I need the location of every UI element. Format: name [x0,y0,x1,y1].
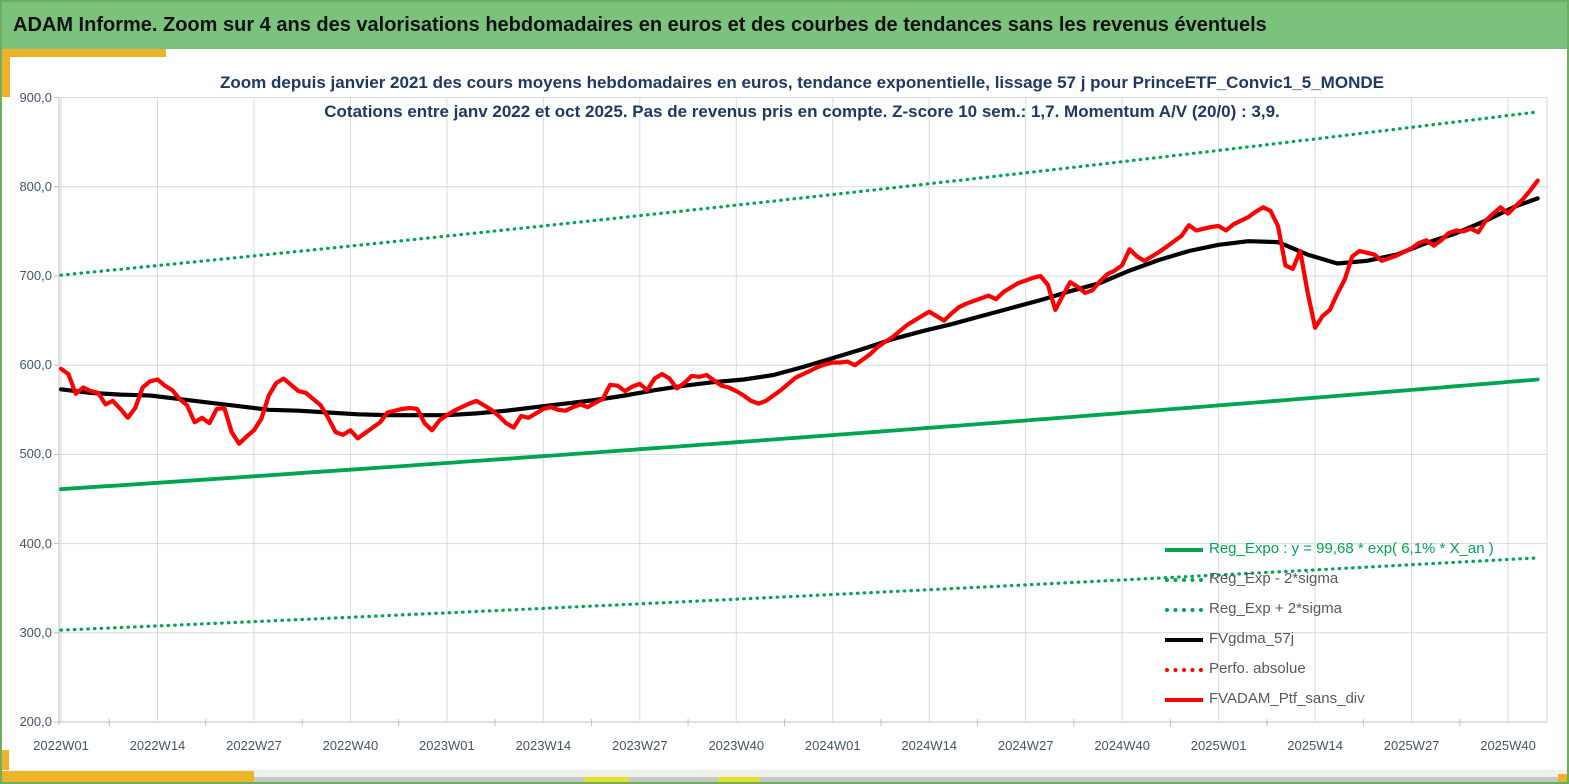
x-tick-label: 2025W40 [1480,738,1536,753]
x-tick-label: 2024W01 [804,738,861,753]
x-tick-label: 2022W14 [129,738,186,753]
y-tick-label: 700,0 [19,268,52,283]
bottom-yellow-dash-2 [718,777,760,782]
legend: Reg_Expo : y = 99,68 * exp( 6,1% * X_an … [1163,535,1558,715]
chart-title-line2: Cotations entre janv 2022 et oct 2025. P… [324,102,1280,121]
legend-line-sample-icon [1165,698,1203,702]
legend-line-sample-icon [1165,548,1203,552]
legend-line-sample-icon [1165,608,1203,612]
x-tick-label: 2022W01 [33,738,89,753]
legend-item[interactable]: Reg_Expo : y = 99,68 * exp( 6,1% * X_an … [1163,535,1558,565]
chart-title-line1: Zoom depuis janvier 2021 des cours moyen… [220,73,1384,92]
x-tick-label: 2025W14 [1287,738,1343,753]
legend-item-label: Perfo. absolue [1209,660,1306,677]
accent-bar-top-left [2,49,166,57]
x-tick-label: 2022W27 [226,738,282,753]
legend-line-sample-icon [1165,638,1203,642]
report-header: ADAM Informe. Zoom sur 4 ans des valoris… [2,2,1567,49]
legend-item[interactable]: Reg_Exp + 2*sigma [1163,595,1558,625]
accent-bottom-right-sliver [1558,774,1567,782]
legend-item-label: Reg_Exp - 2*sigma [1209,570,1339,587]
y-tick-label: 600,0 [19,357,52,373]
series-reg-expo[interactable] [59,377,1540,492]
x-tick-label: 2023W14 [515,738,572,753]
y-tick-label: 300,0 [19,624,52,640]
legend-item-label: Reg_Expo : y = 99,68 * exp( 6,1% * X_an … [1209,540,1494,557]
x-tick-label: 2022W40 [322,738,379,753]
x-tick-label: 2025W01 [1190,738,1247,753]
legend-item[interactable]: Perfo. absolue [1163,655,1558,685]
bottom-gray-strip [2,777,1567,782]
accent-bar-bottom-left-sliver [2,750,9,782]
series-reg-exp-2-sigma[interactable] [59,110,1540,277]
y-tick-label: 900,0 [19,89,52,105]
y-tick-label: 500,0 [19,446,52,462]
x-tick-label: 2024W40 [1094,738,1150,753]
x-tick-label: 2025W27 [1383,738,1440,753]
legend-line-sample-icon [1165,668,1203,672]
series-reg-exp-2-sigma[interactable] [59,556,1540,632]
x-tick-label: 2024W27 [997,738,1054,753]
series-fvgdma-57j[interactable] [58,196,1540,418]
legend-item-label: FVgdma_57j [1209,630,1295,647]
x-tick-label: 2024W14 [901,738,958,753]
legend-item-label: FVADAM_Ptf_sans_div [1209,690,1365,707]
y-tick-label: 200,0 [19,714,52,729]
legend-item[interactable]: FVADAM_Ptf_sans_div [1163,685,1558,715]
series-fvadam-ptf-sans-div[interactable] [58,178,1540,446]
y-tick-label: 400,0 [19,535,52,551]
bottom-light-strip [2,770,1567,777]
y-tick-label: 800,0 [19,178,52,194]
bottom-yellow-dash-1 [584,777,629,782]
series-perfo-absolue[interactable] [59,179,1540,446]
x-tick-label: 2023W27 [611,738,668,753]
accent-bar-left [2,49,10,97]
legend-item[interactable]: Reg_Exp - 2*sigma [1163,565,1558,595]
legend-item[interactable]: FVgdma_57j [1163,625,1558,655]
x-tick-label: 2023W40 [708,738,765,753]
legend-line-sample-icon [1165,578,1203,582]
accent-bar-bottom-left [2,771,254,782]
legend-item-label: Reg_Exp + 2*sigma [1209,600,1342,617]
chart-title: Zoom depuis janvier 2021 des cours moyen… [57,68,1547,126]
x-tick-label: 2023W01 [419,738,475,753]
